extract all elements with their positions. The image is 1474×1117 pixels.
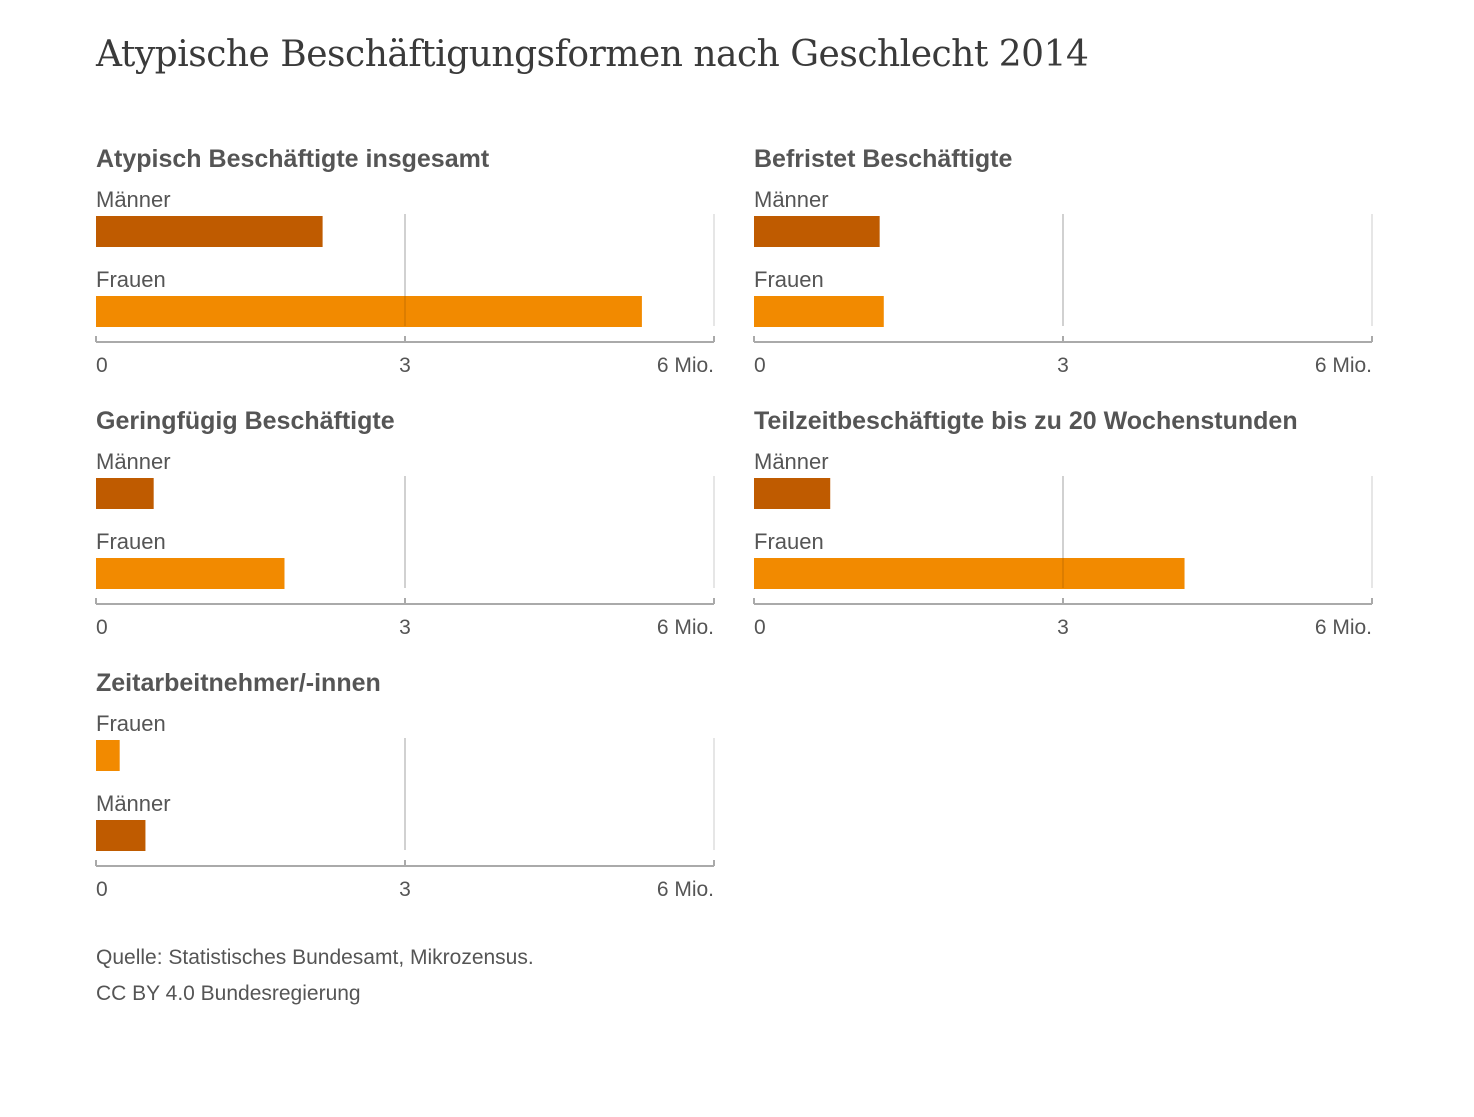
source-note: Quelle: Statistisches Bundesamt, Mikroze… <box>96 946 534 969</box>
x-tick-label: 3 <box>399 616 411 639</box>
panel-befristet: Befristet Beschäftigte Männer Frauen 0 3 6 Mi… <box>753 140 1379 390</box>
bar-label: Frauen <box>96 529 166 554</box>
panel-title: Geringfügig Beschäftigte <box>96 407 395 435</box>
panel-title: Atypisch Beschäftigte insgesamt <box>96 145 490 173</box>
bar-maenner <box>754 216 880 247</box>
bar-frauen <box>96 740 120 771</box>
panel-teilzeit: Teilzeitbeschäftigte bis zu 20 Wochenstu… <box>753 402 1379 652</box>
bar-label: Männer <box>754 187 829 212</box>
bar-maenner <box>96 820 146 851</box>
x-tick-label: 6 Mio. <box>657 354 714 377</box>
chart-title: Atypische Beschäftigungsformen nach Gesc… <box>96 34 1089 75</box>
bar-label: Männer <box>754 449 829 474</box>
x-tick-label: 6 Mio. <box>1315 616 1372 639</box>
x-tick-label: 3 <box>399 878 411 901</box>
x-tick-label: 6 Mio. <box>657 616 714 639</box>
panel-geringfuegig: Geringfügig Beschäftigte Männer Frauen 0 3 6 … <box>95 402 721 652</box>
x-tick-label: 6 Mio. <box>1315 354 1372 377</box>
panel-title: Befristet Beschäftigte <box>754 145 1012 173</box>
bar-maenner <box>754 478 831 509</box>
bar-frauen <box>96 558 285 589</box>
bar-chart: Atypisch Beschäftigte insgesamt Männer Fra… <box>95 145 715 377</box>
bar-chart: Geringfügig Beschäftigte Männer Frauen 0 3 6 … <box>95 407 715 639</box>
panel-title: Teilzeitbeschäftigte bis zu 20 Wochenstu… <box>754 407 1298 435</box>
bar-chart: Befristet Beschäftigte Männer Frauen 0 3 6 Mi… <box>753 145 1373 377</box>
x-tick-label: 0 <box>754 616 766 639</box>
x-tick-label: 0 <box>96 616 108 639</box>
bar-label: Frauen <box>754 529 824 554</box>
x-tick-label: 3 <box>1057 354 1069 377</box>
x-tick-label: 0 <box>96 878 108 901</box>
bar-label: Männer <box>96 187 171 212</box>
bar-label: Frauen <box>96 711 166 736</box>
x-tick-label: 0 <box>96 354 108 377</box>
x-tick-label: 3 <box>399 354 411 377</box>
x-tick-label: 3 <box>1057 616 1069 639</box>
bar-label: Frauen <box>754 267 824 292</box>
bar-frauen <box>754 558 1185 589</box>
bar-label: Männer <box>96 791 171 816</box>
panel-zeitarbeit: Zeitarbeitnehmer/-innen Frauen Männer 0 3 6 M… <box>95 664 721 914</box>
bar-label: Frauen <box>96 267 166 292</box>
panel-atypisch-insgesamt: Atypisch Beschäftigte insgesamt Männer Fra… <box>95 140 721 390</box>
bar-chart: Zeitarbeitnehmer/-innen Frauen Männer 0 3 6 M… <box>95 669 715 901</box>
bar-frauen <box>96 296 642 327</box>
bar-frauen <box>754 296 884 327</box>
bar-maenner <box>96 478 154 509</box>
bar-maenner <box>96 216 323 247</box>
x-tick-label: 0 <box>754 354 766 377</box>
x-tick-label: 6 Mio. <box>657 878 714 901</box>
panel-title: Zeitarbeitnehmer/-innen <box>96 669 381 697</box>
bar-chart: Teilzeitbeschäftigte bis zu 20 Wochenstu… <box>753 407 1373 639</box>
license-note: CC BY 4.0 Bundesregierung <box>96 982 361 1005</box>
bar-label: Männer <box>96 449 171 474</box>
